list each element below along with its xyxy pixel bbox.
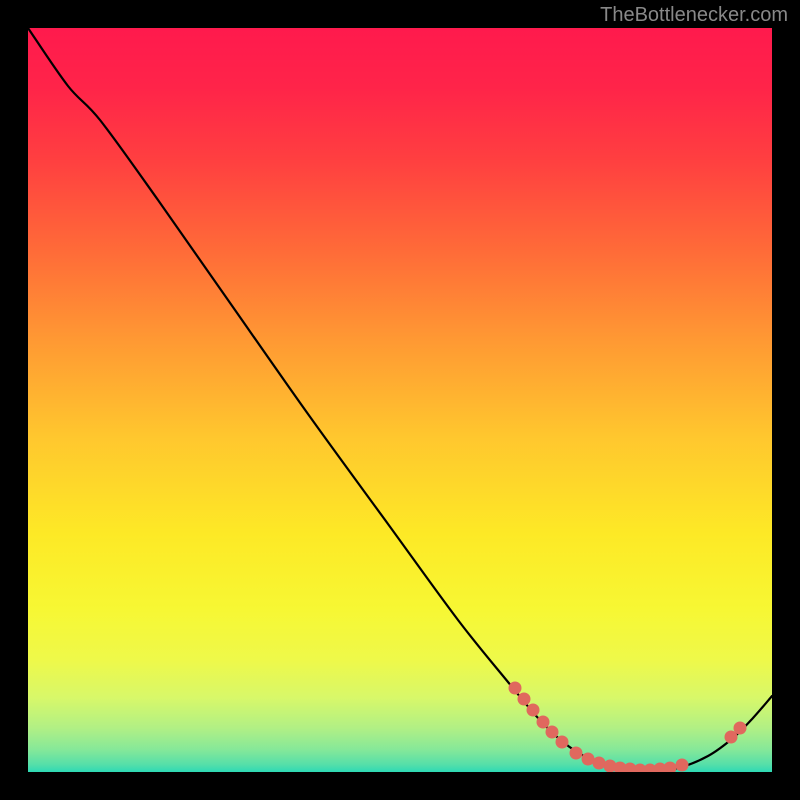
watermark-text: TheBottlenecker.com xyxy=(600,4,788,27)
bottleneck-chart xyxy=(28,28,772,772)
gradient-background xyxy=(28,28,772,772)
